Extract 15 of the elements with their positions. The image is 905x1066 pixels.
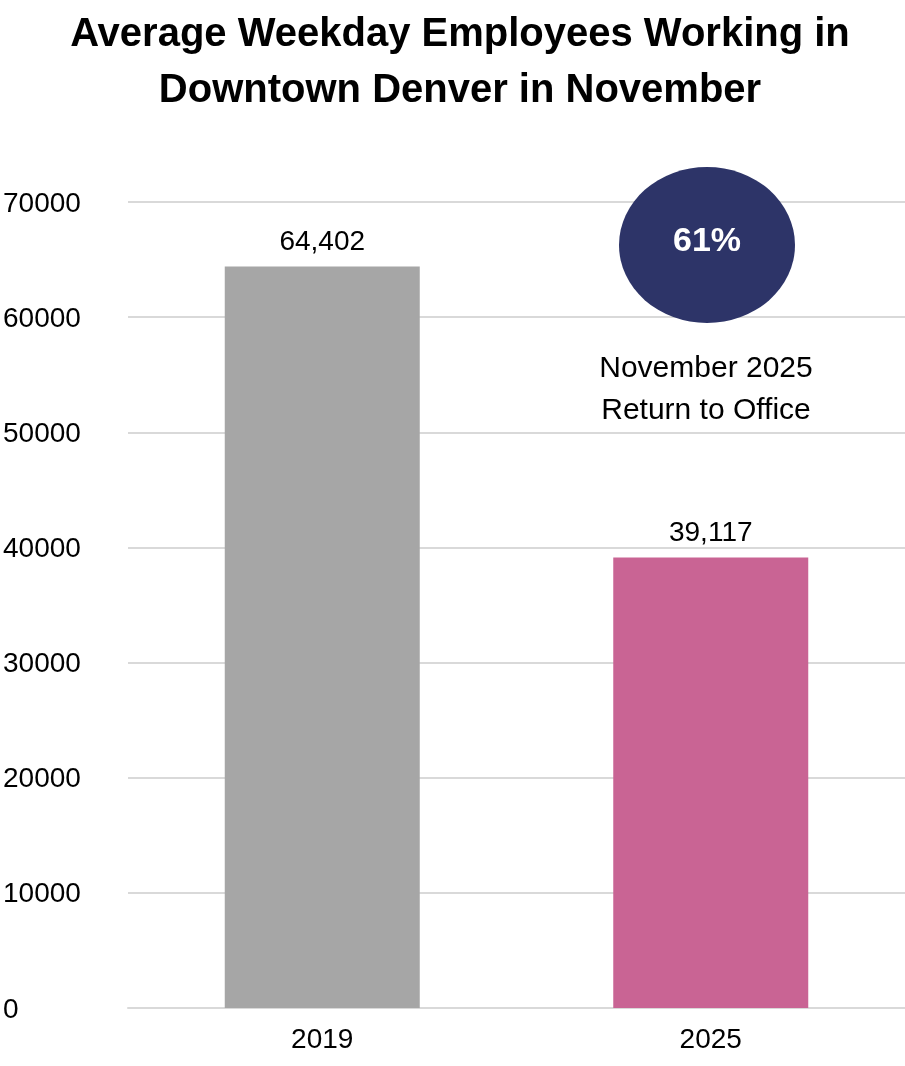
data-label: 39,117 bbox=[668, 516, 753, 548]
annotation: November 2025 Return to Office bbox=[598, 349, 814, 427]
y-tick-label: 70000 bbox=[3, 186, 81, 218]
annotation: 61% bbox=[671, 220, 743, 259]
x-tick-label: 2025 bbox=[679, 1022, 742, 1054]
data-label: 64,402 bbox=[279, 224, 366, 256]
y-tick-label: 0 bbox=[3, 992, 19, 1024]
x-tick-label: 2019 bbox=[291, 1022, 354, 1054]
y-tick-label: 30000 bbox=[3, 647, 81, 679]
y-tick-label: 60000 bbox=[3, 301, 81, 333]
y-tick-label: 10000 bbox=[3, 877, 81, 909]
y-tick-label: 50000 bbox=[3, 416, 81, 448]
y-tick-label: 20000 bbox=[3, 762, 81, 794]
chart-title: Average Weekday Employees Working in Downtown Denver in November bbox=[69, 9, 851, 112]
y-tick-label: 40000 bbox=[3, 531, 81, 563]
